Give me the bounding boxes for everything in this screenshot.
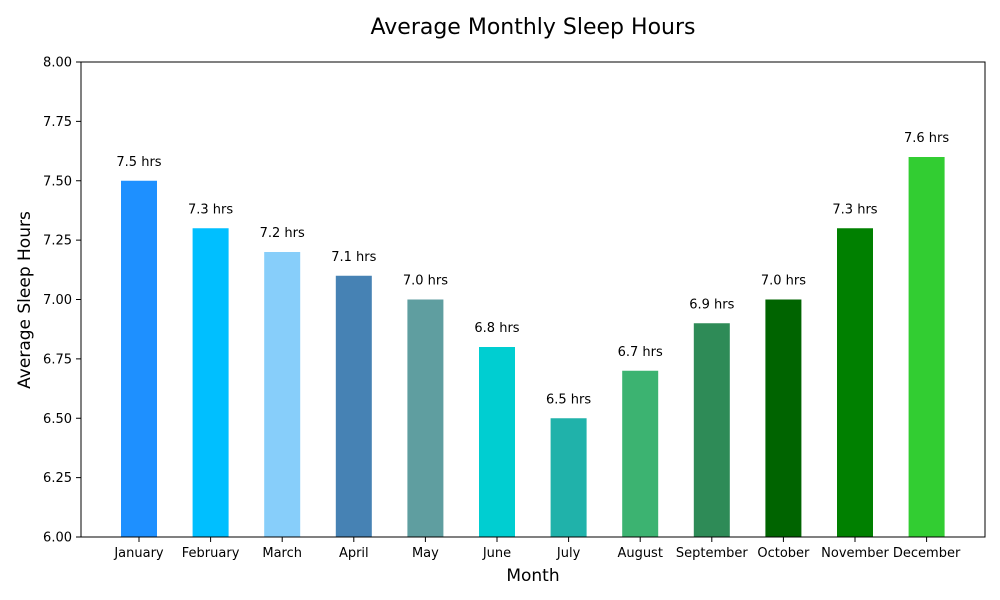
- data-label-november: 7.3 hrs: [832, 202, 877, 217]
- x-axis: January February March April May June July Augu…: [113, 537, 961, 561]
- bar-october: [765, 299, 802, 537]
- bar-november: [837, 228, 873, 537]
- x-tick-label: August: [617, 546, 663, 561]
- bar-july: [550, 418, 587, 537]
- data-label-october: 7.0 hrs: [761, 274, 806, 289]
- bar-september: [693, 323, 730, 537]
- data-label-march: 7.2 hrs: [260, 226, 305, 241]
- data-label-april: 7.1 hrs: [331, 250, 376, 265]
- x-tick-label: December: [893, 546, 961, 561]
- x-tick-label: March: [262, 546, 302, 561]
- data-label-september: 6.9 hrs: [689, 297, 734, 312]
- data-label-december: 7.6 hrs: [904, 131, 949, 146]
- y-axis-label: Average Sleep Hours: [15, 211, 35, 389]
- x-tick-label: February: [182, 546, 240, 561]
- data-label-june: 6.8 hrs: [474, 321, 519, 336]
- data-label-january: 7.5 hrs: [116, 155, 161, 170]
- x-tick-label: September: [676, 546, 749, 561]
- data-label-may: 7.0 hrs: [403, 274, 448, 289]
- bar-june: [479, 347, 515, 537]
- chart-title: Average Monthly Sleep Hours: [371, 15, 696, 40]
- x-tick-label: October: [757, 546, 810, 561]
- bar-may: [407, 299, 444, 537]
- x-tick-label: July: [556, 546, 581, 561]
- y-tick-label: 7.25: [43, 234, 72, 249]
- y-tick-label: 6.00: [43, 531, 72, 546]
- x-tick-label: January: [113, 546, 164, 561]
- y-tick-label: 6.50: [43, 412, 72, 427]
- y-axis: 6.00 6.25 6.50 6.75 7.00 7.25 7.50 7.75 8.00: [43, 56, 81, 546]
- y-tick-label: 7.00: [43, 293, 72, 308]
- y-tick-label: 6.25: [43, 471, 72, 486]
- y-tick-label: 8.00: [43, 56, 72, 71]
- data-label-february: 7.3 hrs: [188, 202, 233, 217]
- bar-april: [335, 275, 372, 537]
- data-labels-layer: 7.5 hrs 7.3 hrs 7.2 hrs 7.1 hrs 7.0 hrs 6.8 h…: [116, 131, 949, 407]
- bar-august: [622, 370, 659, 537]
- x-tick-label: April: [339, 546, 369, 561]
- bar-march: [264, 252, 301, 537]
- x-axis-label: Month: [506, 566, 559, 586]
- x-tick-label: June: [482, 546, 511, 561]
- x-tick-label: November: [821, 546, 889, 561]
- bars-layer: [121, 157, 945, 537]
- data-label-july: 6.5 hrs: [546, 392, 591, 407]
- bar-january: [121, 180, 157, 537]
- y-tick-label: 7.50: [43, 174, 72, 189]
- y-tick-label: 6.75: [43, 352, 72, 367]
- data-label-august: 6.7 hrs: [618, 345, 663, 360]
- bar-february: [192, 228, 229, 537]
- bar-december: [908, 157, 945, 537]
- y-tick-label: 7.75: [43, 115, 72, 130]
- x-tick-label: May: [412, 546, 439, 561]
